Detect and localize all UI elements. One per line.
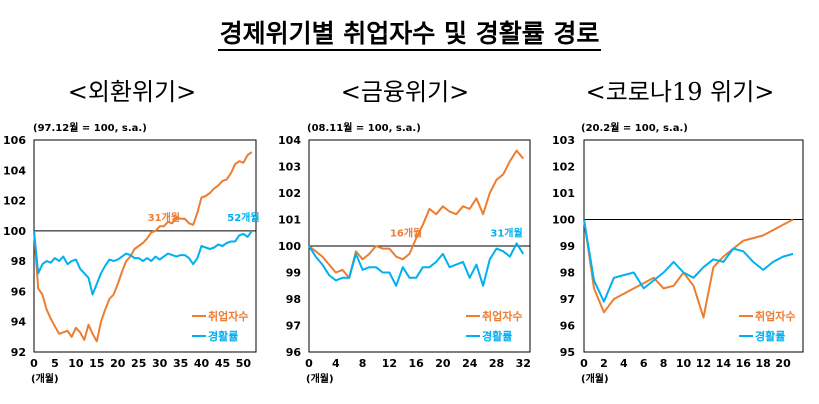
chart2-x-tick-label: 2 bbox=[600, 357, 608, 370]
chart1-series-participation-line bbox=[308, 242, 525, 287]
chart0-x-tick-label: 5 bbox=[51, 357, 59, 370]
chart0-x-tick-label: 30 bbox=[152, 357, 168, 370]
chart0-plot-frame bbox=[33, 139, 257, 353]
chart1-y-tick-label: 101 bbox=[278, 214, 301, 227]
chart0-x-tick-label: 35 bbox=[173, 357, 188, 370]
chart1-x-tick-label: 4 bbox=[332, 357, 340, 370]
panel-title-financial-crisis: <금융위기> bbox=[340, 78, 470, 106]
chart0-x-tick-label: 40 bbox=[194, 357, 210, 370]
chart0-x-tick-label: 45 bbox=[215, 357, 230, 370]
chart2-x-tick-label: 0 bbox=[580, 357, 588, 370]
chart0-x-tick-label: 0 bbox=[30, 357, 38, 370]
chart2-y-tick-label: 102 bbox=[552, 161, 575, 174]
chart2-x-axis-label: (개월) bbox=[581, 372, 609, 385]
chart1-x-tick-label: 12 bbox=[382, 357, 397, 370]
chart0-x-axis-label: (개월) bbox=[31, 372, 59, 385]
chart1-x-tick-label: 0 bbox=[305, 357, 313, 370]
chart0-y-tick-label: 100 bbox=[3, 225, 26, 238]
chart1-y-tick-label: 104 bbox=[278, 134, 301, 147]
chart1-x-tick-label: 20 bbox=[435, 357, 451, 370]
chart1-x-tick-label: 8 bbox=[359, 357, 367, 370]
chart1-y-tick-label: 96 bbox=[286, 346, 302, 359]
chart0-y-tick-label: 96 bbox=[11, 285, 27, 298]
chart0-x-tick-label: 15 bbox=[89, 357, 104, 370]
chart0-y-tick-label: 92 bbox=[11, 346, 26, 359]
chart2-y-tick-label: 100 bbox=[552, 214, 575, 227]
chart0-annotation: 31개월 bbox=[148, 211, 180, 224]
chart0-y-tick-label: 106 bbox=[3, 134, 26, 147]
chart1-x-tick-label: 32 bbox=[516, 357, 531, 370]
chart0-x-tick-label: 50 bbox=[236, 357, 252, 370]
chart0-series-employment-line bbox=[33, 151, 253, 343]
chart2-y-tick-label: 97 bbox=[560, 293, 575, 306]
chart2-y-tick-label: 99 bbox=[560, 240, 575, 253]
chart1-y-tick-label: 103 bbox=[278, 161, 301, 174]
chart2-plot-frame bbox=[583, 139, 804, 353]
chart1-y-tick-label: 97 bbox=[286, 320, 301, 333]
chart1-series-employment-line bbox=[308, 149, 525, 279]
chart2-y-tick-label: 98 bbox=[560, 267, 575, 280]
chart2-legend-employment-label: 취업자수 bbox=[755, 309, 795, 323]
chart0-y-tick-label: 94 bbox=[11, 316, 27, 329]
chart0-series-participation-line bbox=[33, 230, 253, 296]
chart1-annotation: 16개월 bbox=[390, 227, 422, 240]
chart0-unit-note: (97.12월 = 100, s.a.) bbox=[33, 122, 147, 134]
chart1-y-tick-label: 98 bbox=[286, 293, 301, 306]
chart1-legend-employment-label: 취업자수 bbox=[482, 309, 522, 323]
chart0-y-tick-label: 104 bbox=[3, 164, 26, 177]
chart2-x-tick-label: 6 bbox=[640, 357, 648, 370]
chart1-x-tick-label: 16 bbox=[408, 357, 424, 370]
chart1-x-axis-label: (개월) bbox=[306, 372, 334, 385]
chart1-legend-participation-label: 경활률 bbox=[482, 329, 512, 343]
chart1-x-tick-label: 24 bbox=[462, 357, 478, 370]
chart2-x-tick-label: 10 bbox=[676, 357, 692, 370]
chart1-y-tick-label: 102 bbox=[278, 187, 301, 200]
chart2-x-tick-label: 14 bbox=[716, 357, 732, 370]
chart1-x-tick-label: 28 bbox=[489, 357, 504, 370]
chart2-series-participation-line bbox=[583, 219, 794, 303]
chart2-x-tick-label: 8 bbox=[660, 357, 668, 370]
chart2-legend-participation-label: 경활률 bbox=[755, 329, 785, 343]
chart2-x-tick-label: 12 bbox=[696, 357, 711, 370]
chart2-unit-note: (20.2월 = 100, s.a.) bbox=[581, 122, 688, 134]
chart2-x-tick-label: 16 bbox=[736, 357, 752, 370]
chart2-y-tick-label: 96 bbox=[560, 320, 576, 333]
panel-title-asian-crisis: <외환위기> bbox=[67, 78, 197, 106]
chart0-annotation: 52개월 bbox=[227, 211, 259, 224]
chart1-annotation: 31개월 bbox=[490, 227, 522, 240]
chart2-x-tick-label: 18 bbox=[756, 357, 771, 370]
chart2-series-employment-line bbox=[583, 218, 794, 319]
chart2-y-tick-label: 103 bbox=[552, 134, 575, 147]
chart0-y-tick-label: 102 bbox=[3, 195, 26, 208]
chart1-unit-note: (08.11월 = 100, s.a.) bbox=[307, 122, 421, 134]
page-title: 경제위기별 취업자수 및 경활률 경로 bbox=[0, 14, 819, 51]
chart2-x-tick-label: 4 bbox=[620, 357, 628, 370]
chart1-y-tick-label: 100 bbox=[278, 240, 301, 253]
panel-title-covid-crisis: <코로나19 위기> bbox=[585, 78, 775, 106]
chart2-x-tick-label: 20 bbox=[775, 357, 791, 370]
chart0-x-tick-label: 20 bbox=[110, 357, 126, 370]
chart2-y-tick-label: 95 bbox=[560, 346, 575, 359]
chart1-y-tick-label: 99 bbox=[286, 267, 301, 280]
chart0-x-tick-label: 25 bbox=[131, 357, 146, 370]
chart0-legend-participation-label: 경활률 bbox=[208, 329, 238, 343]
chart0-y-tick-label: 98 bbox=[11, 255, 26, 268]
chart0-x-tick-label: 10 bbox=[68, 357, 84, 370]
chart2-y-tick-label: 101 bbox=[552, 187, 575, 200]
chart0-legend-employment-label: 취업자수 bbox=[208, 309, 248, 323]
